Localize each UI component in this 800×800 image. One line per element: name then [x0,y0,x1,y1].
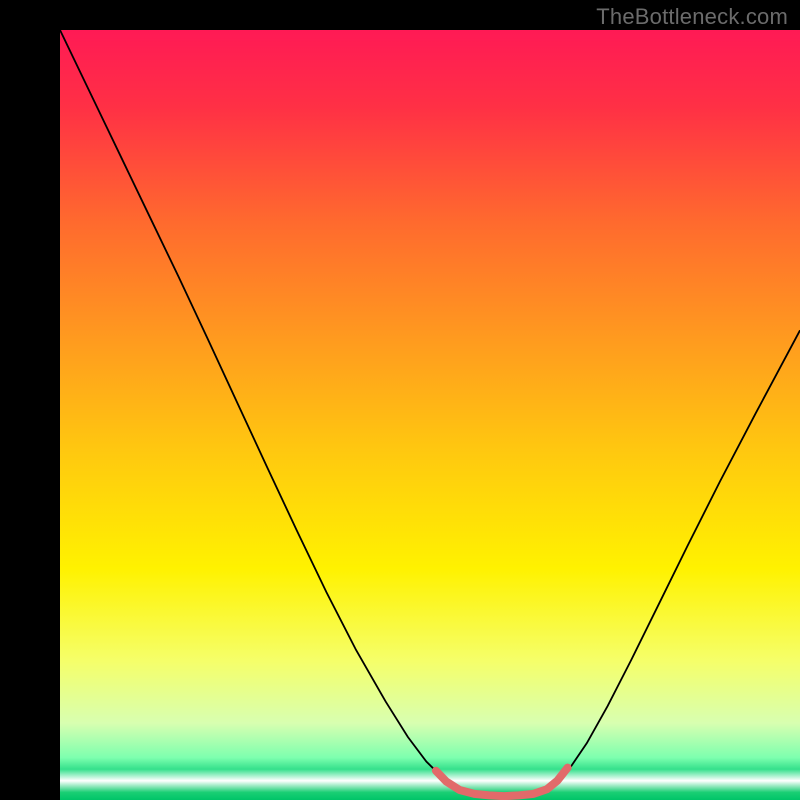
figure-root: TheBottleneck.com [0,0,800,800]
watermark-text: TheBottleneck.com [596,4,788,30]
plot-background [60,30,800,800]
bottleneck-chart [0,0,800,800]
